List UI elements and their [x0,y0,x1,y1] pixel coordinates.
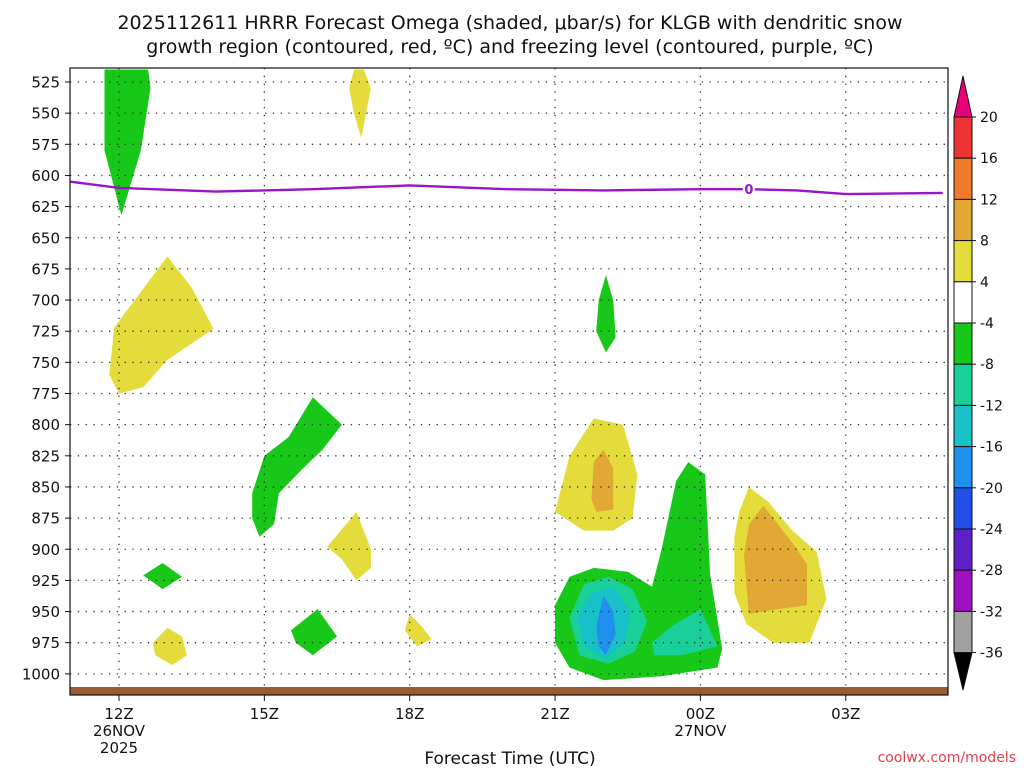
terrain-band [70,687,948,695]
omega-green-12z-upper [104,69,151,216]
y-tick-label: 1000 [22,665,60,683]
freezing-level-layer: 0 [70,180,943,198]
colorbar-bottom-triangle [953,652,973,691]
colorbar-swatch [953,157,973,200]
x-tick-label: 21Z [540,705,569,723]
omega-yellow-1630z-895 [327,511,371,581]
omega-yellow-1630z-upper [349,69,371,139]
freezing-level-line [70,180,943,196]
colorbar-swatch [953,322,973,365]
colorbar: 20 16 12 8 4 -4 -8 -12 -16 -20 -24 -28 -32 -36 [953,75,1003,691]
y-tick-label: 575 [31,136,60,154]
x-tick-date: 27NOV [674,722,727,740]
x-tick-label: 03Z [831,705,860,723]
y-tick-label: 750 [31,354,60,372]
plot-frame [69,67,949,696]
colorbar-swatch [953,116,973,159]
x-axis-label: Forecast Time (UTC) [424,749,595,768]
omega-yellow-13z-975 [152,627,187,666]
colorbar-label: -36 [980,646,1003,662]
y-tick-label: 625 [31,198,60,216]
y-tick-label: 975 [31,634,60,652]
chart-title-line-2: growth region (contoured, red, ºC) and f… [146,36,873,58]
omega-green-2230z-700 [596,275,616,353]
terrain-layer [70,687,948,695]
y-tick-label: 925 [31,572,60,590]
colorbar-label: 4 [980,275,989,291]
colorbar-label: -32 [980,604,1003,620]
omega-yellow-13z-700 [109,256,214,394]
y-tick-label: 775 [31,385,60,403]
colorbar-swatch [953,363,973,406]
x-tick-label: 15Z [250,705,279,723]
colorbar-label: -8 [980,357,994,373]
colorbar-label: 8 [980,234,989,250]
y-tick-label: 725 [31,323,60,341]
colorbar-label: 16 [980,151,998,167]
y-tick-label: 875 [31,510,60,528]
colorbar-label: -24 [980,522,1003,538]
y-axis-ticks: 525 550 575 600 625 650 675 700 725 750 775 800 825 8… [22,74,70,683]
watermark-link[interactable]: coolwx.com/models [878,750,1016,766]
omega-green-16z-960 [291,609,337,656]
x-tick-label: 18Z [395,705,424,723]
colorbar-swatch [953,569,973,612]
colorbar-label: -4 [980,316,994,332]
omega-teal-2330z-965 [652,609,718,656]
y-tick-label: 900 [31,541,60,559]
x-tick-date: 26NOV [93,722,146,740]
freezing-level-label: 0 [744,183,753,198]
omega-orange-01z-920 [744,505,807,614]
omega-yellow-18z-965 [404,614,432,647]
x-tick-year: 2025 [100,739,138,757]
y-tick-label: 550 [31,105,60,123]
omega-blue-2230z-960 [596,595,616,656]
omega-shaded-regions [104,69,827,681]
y-tick-label: 825 [31,447,60,465]
colorbar-label: -16 [980,440,1003,456]
freezing-label-bg [742,181,755,198]
chart-title-line-1: 2025112611 HRRR Forecast Omega (shaded, … [117,12,902,34]
omega-green-13z-922 [143,563,182,590]
colorbar-swatch [953,198,973,242]
colorbar-swatch [953,528,973,571]
colorbar-swatch [953,610,973,654]
omega-orange-22z-845 [591,449,614,512]
y-tick-label: 700 [31,292,60,310]
colorbar-swatch [953,404,973,448]
y-tick-label: 850 [31,478,60,496]
y-tick-label: 525 [31,74,60,92]
colorbar-label: -20 [980,481,1003,497]
colorbar-swatch [953,281,973,324]
y-tick-label: 600 [31,167,60,185]
x-tick-label: 12Z [104,705,133,723]
colorbar-top-triangle [953,75,973,118]
colorbar-label: 12 [980,192,998,208]
colorbar-swatch [953,446,973,489]
x-tick-label: 00Z [686,705,715,723]
colorbar-label: -28 [980,563,1003,579]
colorbar-swatch [953,487,973,530]
y-tick-label: 800 [31,416,60,434]
omega-green-1530z-820 [252,397,342,537]
y-tick-label: 950 [31,603,60,621]
colorbar-label: 20 [980,110,998,126]
colorbar-label: -12 [980,398,1003,414]
y-tick-label: 675 [31,260,60,278]
colorbar-swatch [953,240,973,283]
y-tick-label: 650 [31,229,60,247]
